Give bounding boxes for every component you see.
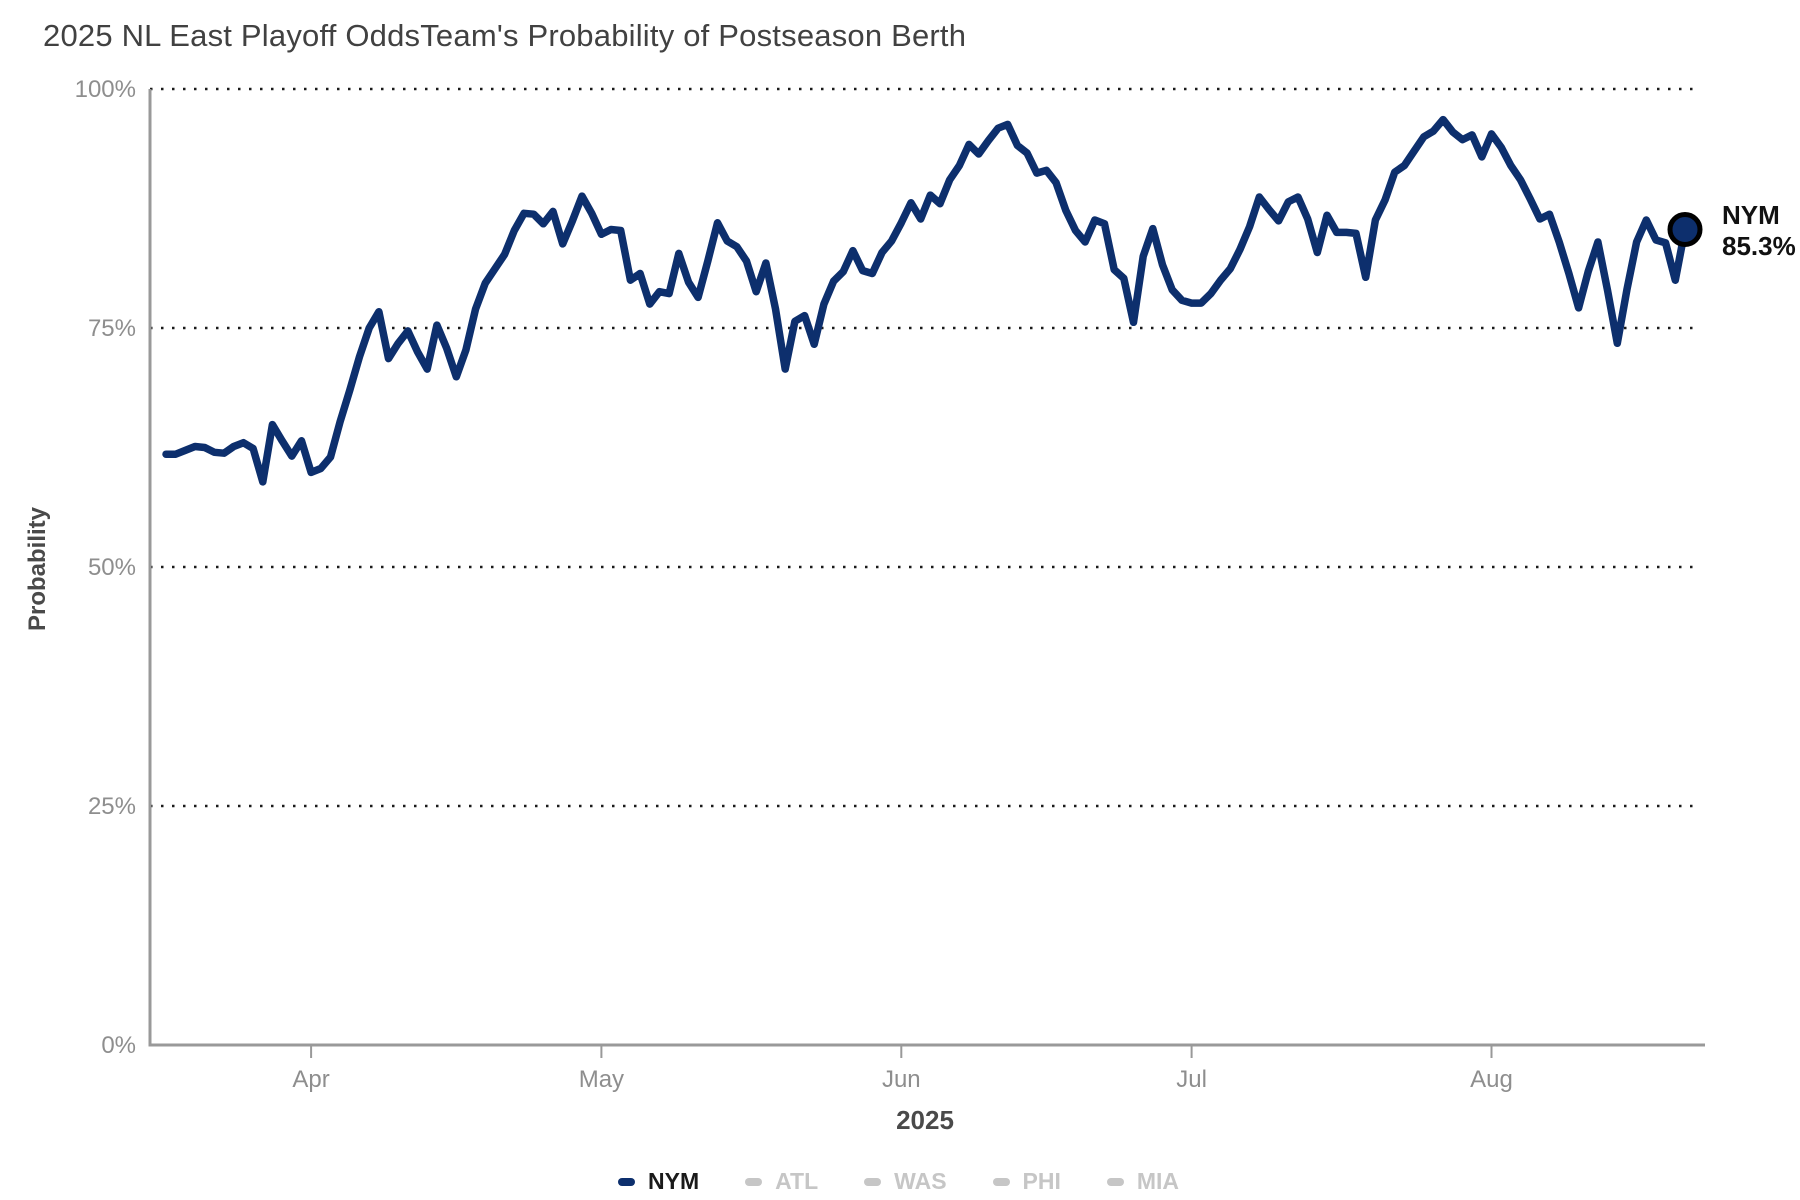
gridlines [150,87,1700,808]
y-tick-label-0: 0% [101,1032,136,1059]
chart-title-main: 2025 NL East Playoff Odds [43,18,421,53]
x-tick-label-may: May [579,1066,624,1093]
legend-label: WAS [894,1168,947,1194]
x-tick-jun: Jun [882,1045,921,1093]
endpoint-label: NYM 85.3% [1722,200,1796,262]
legend-item-phi[interactable]: PHI [992,1168,1061,1195]
phi-swatch-icon [992,1177,1010,1186]
legend-label: ATL [775,1168,819,1194]
x-tick-aug: Aug [1470,1045,1513,1093]
x-ticks: Apr May Jun Jul Aug [292,1045,1513,1093]
x-tick-label-apr: Apr [292,1066,329,1093]
nym-odds-line[interactable] [162,115,1689,486]
endpoint-team: NYM [1722,200,1780,230]
legend-item-nym[interactable]: NYM [618,1168,699,1195]
atl-swatch-icon [745,1177,763,1186]
nym-swatch-icon [618,1177,635,1186]
x-tick-may: May [579,1045,624,1093]
chart-subtitle: Team's Probability of Postseason Berth [420,18,967,53]
nym-endpoint-dot[interactable] [1667,212,1703,247]
y-tick-label-100: 100% [75,76,136,103]
y-tick-label-25: 25% [88,793,136,820]
y-tick-label-75: 75% [88,315,136,342]
legend-item-mia[interactable]: MIA [1106,1168,1180,1195]
x-axis-title: 2025 [896,1105,954,1135]
x-tick-label-jun: Jun [882,1066,921,1093]
x-tick-label-jul: Jul [1176,1066,1207,1093]
legend-label: NYM [648,1168,700,1194]
x-tick-jul: Jul [1176,1045,1207,1093]
legend: NYM ATL WAS PHI MIA [618,1168,1179,1195]
legend-label: PHI [1022,1168,1061,1194]
mia-swatch-icon [1106,1177,1124,1186]
legend-item-atl[interactable]: ATL [745,1168,818,1195]
y-tick-label-50: 50% [88,554,136,581]
endpoint-value: 85.3% [1722,231,1796,261]
was-swatch-icon [864,1177,882,1186]
x-tick-label-aug: Aug [1470,1066,1513,1093]
chart-title: 2025 NL East Playoff OddsTeam's Probabil… [43,18,966,54]
x-tick-apr: Apr [292,1045,330,1093]
y-tick-labels: 100% 75% 50% 25% 0% [75,76,136,1059]
legend-label: MIA [1136,1168,1180,1194]
axis-lines [148,89,1705,1047]
legend-item-was[interactable]: WAS [864,1168,947,1195]
